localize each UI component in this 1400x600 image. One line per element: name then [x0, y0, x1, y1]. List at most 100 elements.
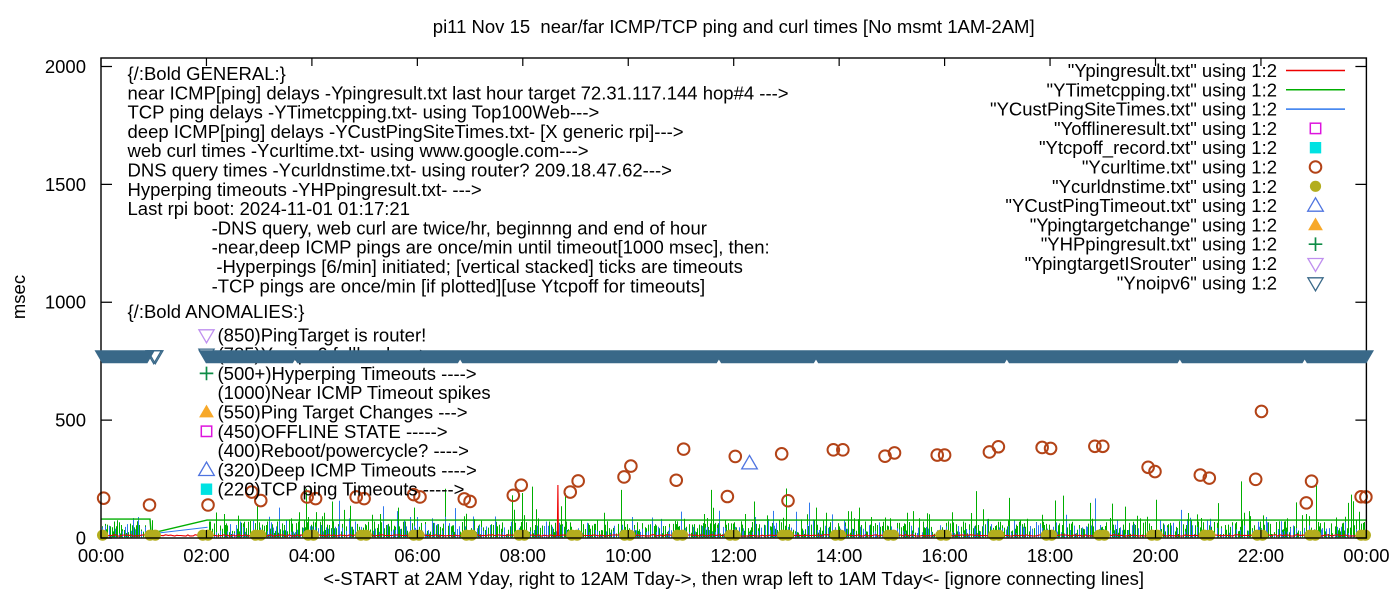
- point-web-curl: [1043, 441, 1058, 456]
- anomaly-marker: [200, 483, 213, 495]
- annotation-general-line: Hyperping timeouts -YHPpingresult.txt- -…: [128, 179, 482, 200]
- point-dns-query: [518, 529, 530, 541]
- annotation-general-line: TCP ping delays -YTimetcpping.txt- using…: [128, 102, 600, 123]
- legend-label: "Ynoipv6" using 1:2: [1117, 272, 1277, 293]
- point-web-curl: [930, 448, 945, 462]
- point-dns-query: [1204, 529, 1216, 541]
- point-dns-query: [360, 529, 372, 541]
- point-dns-query: [782, 529, 794, 541]
- point-dns-query: [202, 529, 214, 541]
- anomaly-marker: [199, 404, 214, 418]
- x-axis-label: <-START at 2AM Yday, right to 12AM Tday-…: [323, 568, 1145, 589]
- x-tick-label: 10:00: [605, 545, 651, 566]
- point-web-curl: [413, 490, 427, 504]
- legend-label: "Ycurldnstime.txt" using 1:2: [1052, 176, 1277, 197]
- point-dns-query: [1151, 529, 1163, 541]
- point-web-curl: [617, 470, 631, 484]
- annotation-anomalies-header: {/:Bold ANOMALIES:}: [128, 301, 305, 322]
- chart-title: pi11 Nov 15 near/far ICMP/TCP ping and c…: [432, 16, 1035, 37]
- point-dns-query: [729, 529, 741, 541]
- point-dns-query: [1098, 529, 1110, 541]
- anomaly-label: (500+)Hyperping Timeouts ---->: [218, 363, 477, 384]
- point-web-curl: [357, 491, 371, 506]
- legend-label: "Ycurltime.txt" using 1:2: [1082, 157, 1277, 178]
- legend-marker-sample: [1306, 277, 1325, 293]
- legend-label: "Ypingresult.txt" using 1:2: [1068, 60, 1277, 81]
- point-web-curl: [1304, 474, 1319, 488]
- point-web-curl: [506, 488, 521, 503]
- y-axis-label: msec: [7, 274, 29, 320]
- point-web-curl: [201, 498, 215, 512]
- x-tick-label: 02:00: [183, 545, 229, 566]
- point-web-curl: [563, 485, 578, 499]
- point-web-curl: [887, 446, 902, 460]
- legend-marker-sample: [1309, 180, 1322, 192]
- point-dns-query: [993, 529, 1005, 541]
- annotation-general-line: -near,deep ICMP pings are once/min until…: [212, 237, 770, 258]
- x-tick-label: 14:00: [816, 545, 862, 566]
- legend-label: "YCustPingSiteTimes.txt" using 1:2: [990, 99, 1277, 120]
- point-web-curl: [1035, 440, 1049, 455]
- anomaly-label: (450)OFFLINE STATE ----->: [218, 421, 448, 442]
- y-tick-label: 2000: [45, 56, 86, 77]
- point-dns-query: [676, 529, 689, 541]
- anomaly-marker: [197, 329, 216, 345]
- x-tick-label: 00:00: [78, 545, 124, 566]
- legend-marker-sample: [1308, 160, 1323, 174]
- point-web-curl: [720, 489, 735, 504]
- annotation-general-line: -TCP pings are once/min [if plotted][use…: [212, 275, 706, 296]
- anomaly-label: (850)PingTarget is router!: [218, 324, 427, 345]
- x-tick-label: 06:00: [394, 545, 440, 566]
- anomaly-label: (400)Reboot/powercycle? ---->: [218, 440, 469, 461]
- point-web-curl: [1248, 472, 1263, 487]
- point-web-curl: [253, 493, 268, 508]
- point-dns-query: [835, 529, 847, 541]
- x-tick-label: 16:00: [921, 545, 967, 566]
- x-tick-label: 18:00: [1027, 545, 1073, 566]
- annotation-general-line: -DNS query, web curl are twice/hr, begin…: [212, 217, 707, 238]
- annotation-general-line: DNS query times -Ycurldnstime.txt- using…: [128, 160, 672, 181]
- annotation-general-header: {/:Bold GENERAL:}: [128, 63, 286, 84]
- y-tick-label: 1000: [45, 292, 86, 313]
- point-web-curl: [676, 442, 691, 456]
- y-tick-label: 1500: [45, 174, 86, 195]
- legend-marker-sample: [1306, 196, 1325, 212]
- point-dns-query: [96, 529, 109, 541]
- no-ipv6-band: [198, 350, 1374, 364]
- legend-label: "YTimetcpping.txt" using 1:2: [1047, 79, 1277, 100]
- point-dns-query: [1046, 529, 1058, 541]
- point-web-curl: [406, 487, 421, 502]
- x-tick-label: 22:00: [1238, 545, 1284, 566]
- annotation-general-line: -Hyperpings [6/min] initiated; [vertical…: [216, 256, 742, 277]
- point-web-curl: [1141, 460, 1155, 475]
- point-web-curl: [774, 447, 789, 461]
- y-tick-label: 500: [55, 410, 86, 431]
- point-web-curl: [781, 493, 795, 508]
- annotation-general-line: near ICMP[ping] delays -Ypingresult.txt …: [128, 82, 789, 103]
- point-web-curl: [308, 491, 323, 506]
- point-web-curl: [571, 474, 585, 488]
- y-tick-label: 0: [76, 528, 86, 549]
- x-tick-label: 20:00: [1132, 545, 1178, 566]
- x-tick-label: 12:00: [711, 545, 757, 566]
- point-web-curl: [991, 439, 1006, 454]
- point-dns-query: [149, 529, 161, 541]
- point-web-curl: [1193, 468, 1208, 482]
- point-web-curl: [836, 443, 850, 457]
- point-web-curl: [728, 449, 743, 464]
- point-dns-query: [255, 529, 267, 541]
- x-tick-label: 08:00: [500, 545, 546, 566]
- anomaly-marker: [197, 460, 216, 477]
- anomaly-label: (550)Ping Target Changes --->: [218, 402, 468, 423]
- point-dns-query: [624, 529, 636, 541]
- point-deep-icmp-timeout: [740, 454, 759, 470]
- point-dns-query: [307, 529, 320, 541]
- point-web-curl: [1202, 471, 1217, 485]
- point-web-curl: [244, 485, 259, 499]
- legend-marker-sample: [1309, 142, 1322, 154]
- anomaly-marker: [200, 425, 213, 438]
- x-tick-label: 04:00: [289, 545, 335, 566]
- no-ipv6-band: [94, 350, 155, 364]
- legend-label: "YHPpingresult.txt" using 1:2: [1041, 234, 1277, 255]
